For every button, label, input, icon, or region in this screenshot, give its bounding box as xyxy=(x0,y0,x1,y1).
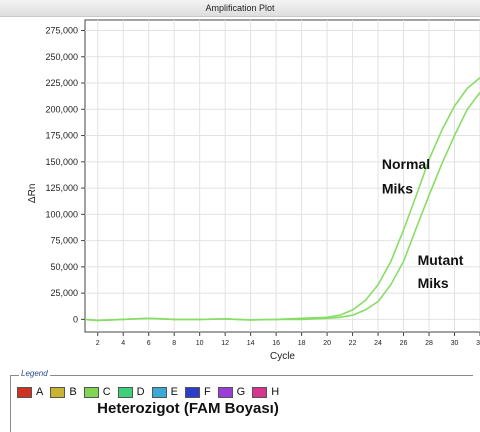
annotation-3: Miks xyxy=(418,275,449,291)
x-tick-label: 28 xyxy=(425,340,433,347)
legend-item-d: D xyxy=(117,386,145,398)
x-tick-label: 6 xyxy=(147,340,151,347)
x-tick-label: 8 xyxy=(172,340,176,347)
legend-swatch xyxy=(184,386,200,398)
legend-item-label: D xyxy=(136,386,145,398)
y-tick-label: 225,000 xyxy=(45,78,78,88)
legend-item-h: H xyxy=(252,386,279,398)
x-tick-label: 10 xyxy=(196,340,204,347)
legend-swatch xyxy=(217,386,233,398)
legend-item-f: F xyxy=(184,386,211,398)
plot-title: Amplification Plot xyxy=(0,0,480,17)
legend-item-b: B xyxy=(50,386,77,398)
x-axis-label: Cycle xyxy=(270,351,295,362)
x-tick-label: 2 xyxy=(96,340,100,347)
legend-item-label: C xyxy=(102,386,111,398)
x-tick-label: 12 xyxy=(221,340,229,347)
x-tick-label: 30 xyxy=(451,340,459,347)
x-tick-label: 16 xyxy=(272,340,280,347)
legend-swatch xyxy=(117,386,133,398)
legend-item-label: F xyxy=(203,386,211,398)
y-tick-label: 50,000 xyxy=(50,262,78,272)
y-tick-label: 200,000 xyxy=(45,104,78,114)
legend-item-label: E xyxy=(170,386,178,398)
legend-swatch xyxy=(50,386,66,398)
legend-swatch xyxy=(252,386,268,398)
legend-swatch xyxy=(151,386,167,398)
y-tick-label: 150,000 xyxy=(45,157,78,167)
x-tick-label: 20 xyxy=(323,340,331,347)
x-tick-label: 22 xyxy=(349,340,357,347)
amplification-plot: 0 25,000 50,000 75,000 100,000 125,000 150,000… xyxy=(27,19,480,362)
y-axis-label: ΔRn xyxy=(27,184,38,203)
y-tick-label: 250,000 xyxy=(45,52,78,62)
y-tick-label: 175,000 xyxy=(45,131,78,141)
x-tick-label: 4 xyxy=(121,340,125,347)
legend-item-e: E xyxy=(151,386,178,398)
annotation-0: Normal xyxy=(382,156,430,172)
legend-item-c: C xyxy=(83,386,111,398)
legend-items: A B C D E F G H xyxy=(17,386,286,398)
legend-item-g: G xyxy=(217,386,246,398)
y-tick-label: 100,000 xyxy=(45,209,78,219)
x-tick-label: 24 xyxy=(374,340,382,347)
annotation-1: Miks xyxy=(382,180,413,196)
legend-label: Legend xyxy=(19,369,50,378)
legend-swatch xyxy=(83,386,99,398)
legend-swatch xyxy=(17,386,32,398)
legend-item-label: B xyxy=(69,386,77,398)
legend-item-a: A xyxy=(17,386,43,398)
legend-item-label: H xyxy=(271,386,280,398)
y-tick-label: 275,000 xyxy=(45,26,78,36)
annotation-2: Mutant xyxy=(418,252,464,268)
x-tick-label: 14 xyxy=(247,340,255,347)
legend-item-label: G xyxy=(236,386,246,398)
legend-item-label: A xyxy=(36,386,44,398)
y-tick-label: 0 xyxy=(73,314,78,324)
x-tick-label: 32 xyxy=(476,340,480,347)
x-tick-label: 18 xyxy=(298,340,306,347)
y-tick-label: 125,000 xyxy=(45,183,78,193)
y-tick-label: 25,000 xyxy=(50,288,78,298)
series-line-1 xyxy=(84,92,480,322)
x-tick-label: 26 xyxy=(400,340,408,347)
caption: Heterozigot (FAM Boyası) xyxy=(97,400,279,417)
legend-panel: Legend A B C D E F G H xyxy=(10,369,473,432)
y-tick-label: 75,000 xyxy=(50,236,78,246)
plot-area xyxy=(84,19,480,333)
